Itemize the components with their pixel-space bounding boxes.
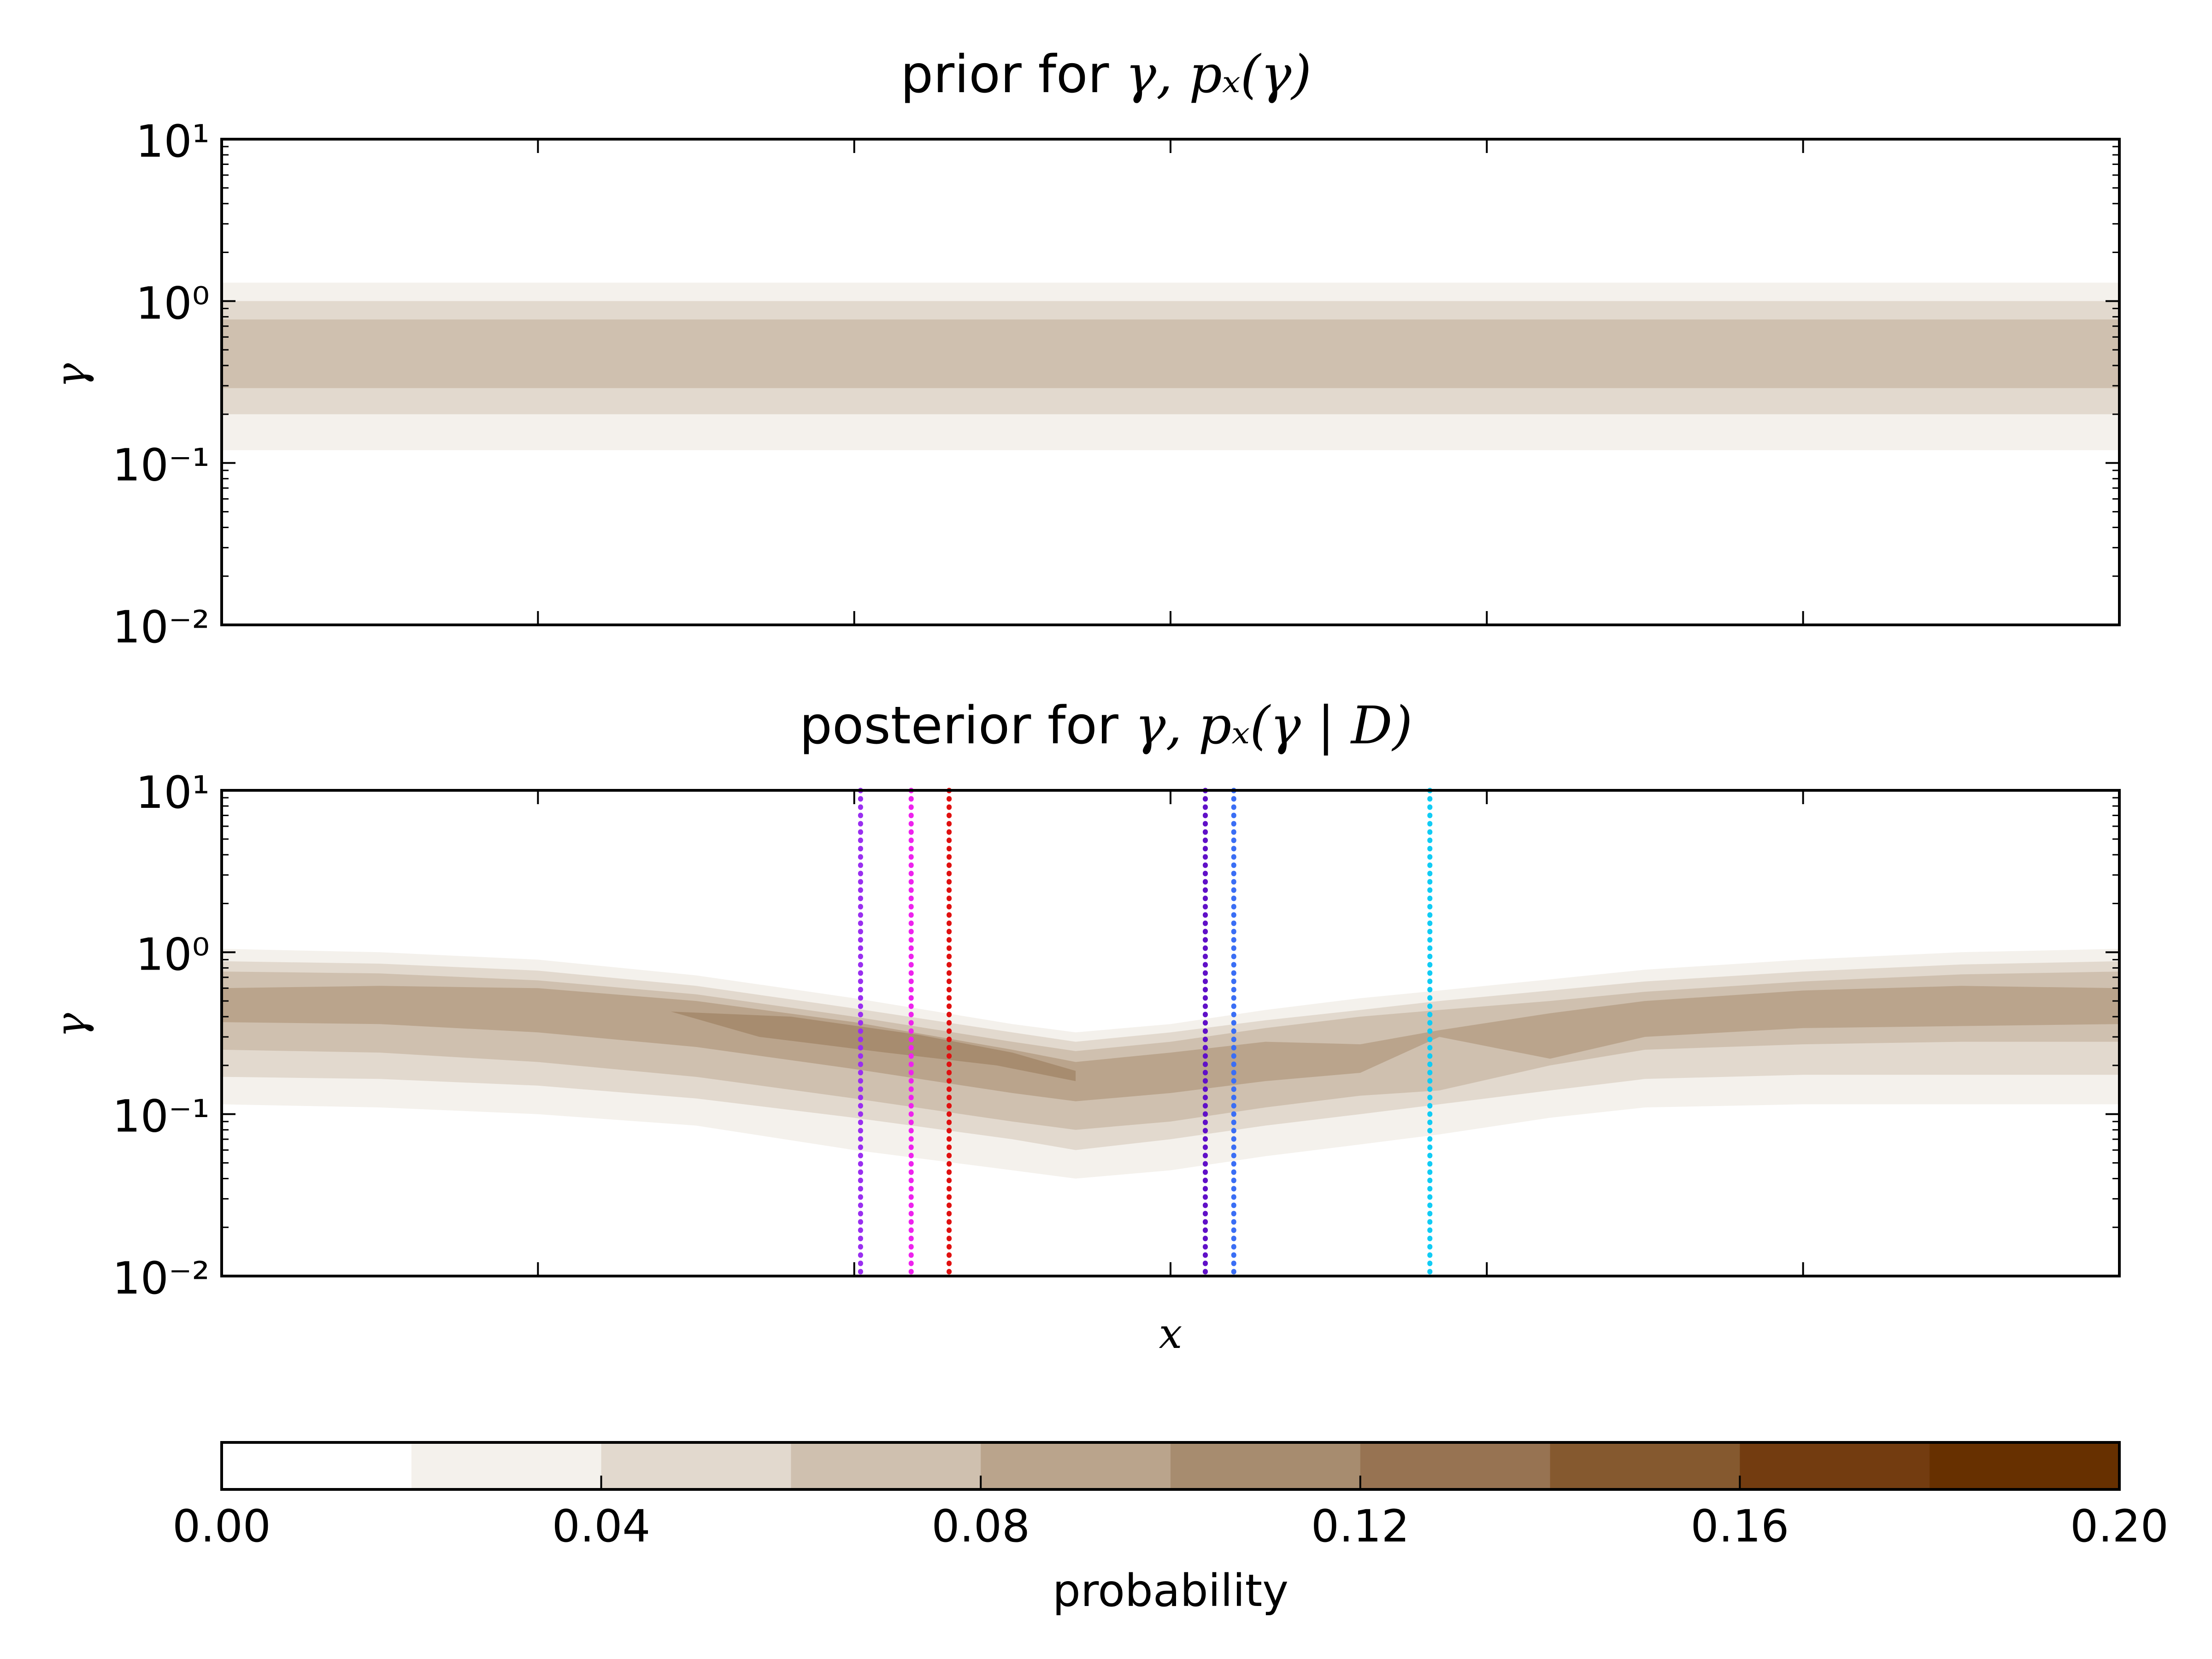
- prior-ytick-labels: 10⁻² 10⁻¹ 10⁰ 10¹: [112, 116, 210, 653]
- post-ytick-label: 10⁻²: [112, 1253, 210, 1304]
- colorbar-cell-9: [1930, 1442, 2120, 1489]
- colorbar-cell-3: [791, 1442, 981, 1489]
- colorbar-tick-label: 0.04: [552, 1500, 651, 1552]
- posterior-xlabel: x: [1159, 1310, 1182, 1358]
- posterior-band-4: [671, 1012, 1076, 1081]
- prior-title-math: γ, pₓ(γ): [1125, 45, 1312, 105]
- prior-ytick-label: 10⁰: [135, 277, 210, 329]
- colorbar-tick-label: 0.08: [931, 1500, 1030, 1552]
- colorbar-tick-label: 0.16: [1691, 1500, 1789, 1552]
- posterior-dotted-markers: [858, 788, 1433, 1279]
- colorbar-cell-4: [981, 1442, 1171, 1489]
- colorbar-tick-label: 0.12: [1311, 1500, 1410, 1552]
- posterior-title: posterior for γ, pₓ(γ | D): [800, 696, 1412, 756]
- colorbar-cell-8: [1740, 1442, 1930, 1489]
- colorbar-cell-1: [411, 1442, 602, 1489]
- colorbar-cell-7: [1550, 1442, 1740, 1489]
- prior-ytick-label: 10¹: [135, 116, 210, 167]
- colorbar-frame: [220, 1441, 2121, 1491]
- posterior-panel: posterior for γ, pₓ(γ | D) γ 10⁻² 10⁻¹ 10⁰…: [47, 696, 2121, 1358]
- colorbar-tick-label: 0.20: [2070, 1500, 2169, 1552]
- posterior-ytick-labels: 10⁻² 10⁻¹ 10⁰ 10¹: [112, 767, 210, 1304]
- colorbar-cells: [222, 1442, 2120, 1489]
- colorbar: 0.00 0.04 0.08 0.12 0.16 0.20 probability: [172, 1441, 2169, 1617]
- colorbar-cell-0: [222, 1442, 412, 1489]
- prior-density-bands: [222, 282, 2119, 450]
- prior-title-prefix: prior for: [900, 45, 1125, 105]
- posterior-ylabel: γ: [47, 1013, 95, 1038]
- prior-ylabel: γ: [47, 363, 95, 388]
- colorbar-label: probability: [1053, 1565, 1288, 1617]
- colorbar-cell-5: [1171, 1442, 1361, 1489]
- post-ytick-label: 10¹: [135, 767, 210, 818]
- posterior-title-math: γ, pₓ(γ | D): [1135, 696, 1413, 756]
- posterior-title-prefix: posterior for: [800, 696, 1135, 756]
- prior-ytick-label: 10⁻²: [112, 601, 210, 653]
- posterior-density-bands: [222, 948, 2119, 1179]
- colorbar-cell-6: [1360, 1442, 1551, 1489]
- colorbar-cell-2: [601, 1442, 791, 1489]
- post-ytick-label: 10⁰: [135, 929, 210, 980]
- prior-panel: prior for γ, pₓ(γ) γ 10⁻² 10⁻¹ 10⁰ 10¹: [47, 45, 2121, 653]
- prior-band-2: [222, 319, 2119, 388]
- colorbar-tick-label: 0.00: [172, 1500, 271, 1552]
- post-ytick-label: 10⁻¹: [112, 1091, 210, 1142]
- posterior-plot-frame: [220, 789, 2121, 1277]
- prior-plot-frame: [220, 138, 2121, 626]
- prior-ytick-label: 10⁻¹: [112, 440, 210, 491]
- colorbar-tick-labels: 0.00 0.04 0.08 0.12 0.16 0.20: [172, 1500, 2169, 1552]
- prior-title: prior for γ, pₓ(γ): [900, 45, 1312, 105]
